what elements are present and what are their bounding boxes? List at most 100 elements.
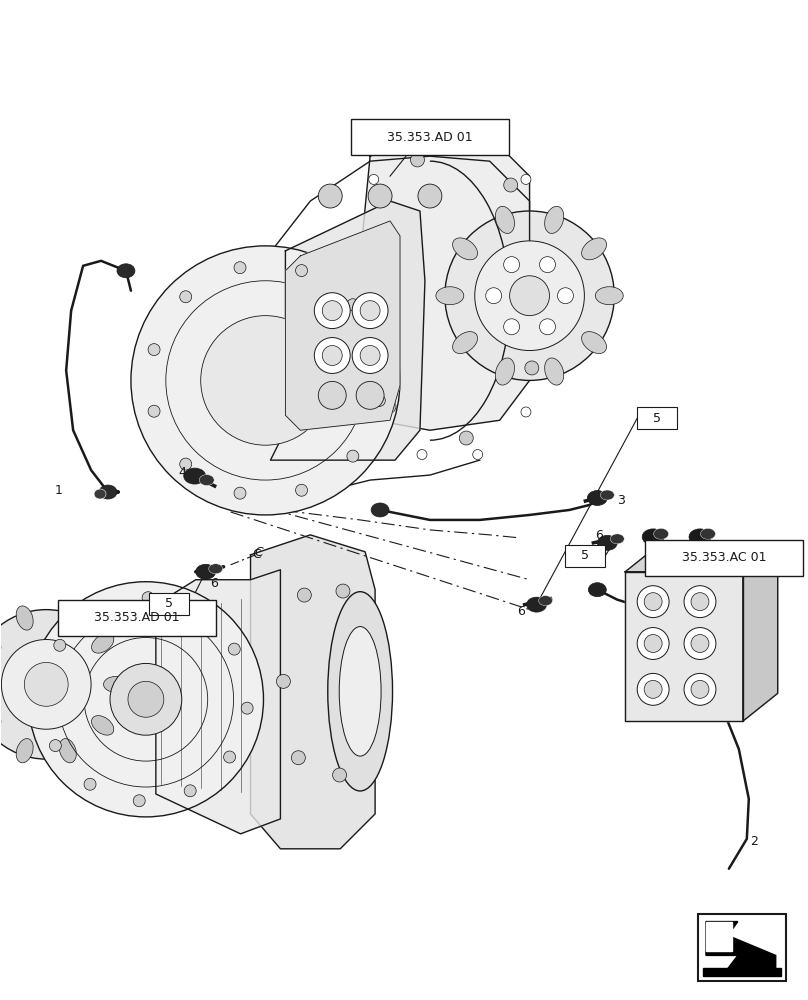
Circle shape bbox=[341, 248, 351, 258]
Ellipse shape bbox=[328, 592, 393, 791]
Circle shape bbox=[333, 768, 347, 782]
Ellipse shape bbox=[94, 489, 106, 499]
Circle shape bbox=[184, 785, 196, 797]
Text: C: C bbox=[252, 548, 261, 561]
Text: 35.353.AD 01: 35.353.AD 01 bbox=[387, 131, 473, 144]
Circle shape bbox=[445, 211, 614, 380]
Circle shape bbox=[684, 628, 716, 659]
Polygon shape bbox=[250, 535, 375, 849]
Circle shape bbox=[475, 241, 584, 351]
Circle shape bbox=[318, 184, 343, 208]
Circle shape bbox=[352, 338, 388, 373]
Circle shape bbox=[503, 178, 518, 192]
Bar bbox=[698, 914, 785, 981]
Polygon shape bbox=[156, 570, 280, 834]
Ellipse shape bbox=[545, 358, 564, 385]
Circle shape bbox=[638, 628, 669, 659]
Circle shape bbox=[540, 257, 555, 273]
Circle shape bbox=[382, 399, 396, 413]
Polygon shape bbox=[625, 572, 743, 721]
Circle shape bbox=[296, 484, 308, 496]
Bar bbox=[638, 407, 677, 429]
Ellipse shape bbox=[452, 238, 478, 260]
Circle shape bbox=[691, 593, 709, 611]
Circle shape bbox=[368, 184, 392, 208]
Circle shape bbox=[49, 740, 61, 752]
Ellipse shape bbox=[59, 606, 76, 630]
Polygon shape bbox=[743, 544, 778, 721]
Ellipse shape bbox=[597, 535, 617, 550]
Ellipse shape bbox=[339, 627, 381, 756]
Circle shape bbox=[91, 604, 103, 616]
Circle shape bbox=[417, 132, 427, 142]
Circle shape bbox=[521, 407, 531, 417]
Ellipse shape bbox=[99, 485, 117, 499]
Circle shape bbox=[2, 640, 91, 729]
Circle shape bbox=[234, 487, 246, 499]
Circle shape bbox=[128, 681, 164, 717]
Text: 35.353.AC 01: 35.353.AC 01 bbox=[682, 551, 766, 564]
Circle shape bbox=[473, 450, 482, 460]
Ellipse shape bbox=[452, 332, 478, 354]
Bar bbox=[149, 593, 189, 615]
Text: 4: 4 bbox=[179, 466, 187, 479]
Text: 5: 5 bbox=[653, 412, 661, 425]
Circle shape bbox=[38, 689, 50, 701]
Circle shape bbox=[410, 153, 424, 167]
Ellipse shape bbox=[495, 358, 515, 385]
Circle shape bbox=[549, 333, 559, 343]
Circle shape bbox=[28, 582, 263, 817]
Ellipse shape bbox=[200, 475, 214, 486]
Circle shape bbox=[54, 639, 65, 651]
Circle shape bbox=[525, 361, 539, 375]
Circle shape bbox=[360, 346, 380, 365]
Ellipse shape bbox=[582, 332, 607, 354]
Polygon shape bbox=[356, 136, 529, 430]
Circle shape bbox=[368, 407, 379, 417]
Circle shape bbox=[352, 293, 388, 329]
Circle shape bbox=[558, 288, 574, 304]
Circle shape bbox=[314, 293, 350, 329]
Ellipse shape bbox=[654, 528, 668, 539]
Circle shape bbox=[417, 450, 427, 460]
Circle shape bbox=[549, 248, 559, 258]
Ellipse shape bbox=[59, 739, 76, 763]
Circle shape bbox=[110, 663, 182, 735]
Circle shape bbox=[133, 795, 145, 807]
Circle shape bbox=[503, 319, 520, 335]
Circle shape bbox=[510, 276, 549, 316]
Circle shape bbox=[644, 593, 662, 611]
Circle shape bbox=[234, 262, 246, 274]
Ellipse shape bbox=[582, 238, 607, 260]
Text: 3: 3 bbox=[617, 493, 625, 506]
Bar bbox=[645, 540, 802, 576]
Ellipse shape bbox=[595, 287, 623, 305]
Ellipse shape bbox=[16, 739, 33, 763]
Polygon shape bbox=[271, 201, 425, 460]
Circle shape bbox=[473, 132, 482, 142]
Polygon shape bbox=[706, 922, 732, 951]
Ellipse shape bbox=[196, 564, 216, 579]
Ellipse shape bbox=[0, 716, 1, 735]
Text: C: C bbox=[255, 546, 263, 559]
Text: 2: 2 bbox=[750, 835, 758, 848]
Circle shape bbox=[322, 301, 343, 321]
Circle shape bbox=[638, 673, 669, 705]
Circle shape bbox=[360, 301, 380, 321]
Circle shape bbox=[373, 395, 385, 406]
Circle shape bbox=[373, 354, 385, 366]
Circle shape bbox=[241, 702, 253, 714]
Circle shape bbox=[148, 405, 160, 417]
Circle shape bbox=[0, 610, 121, 759]
Circle shape bbox=[644, 635, 662, 652]
Ellipse shape bbox=[371, 503, 389, 517]
Circle shape bbox=[179, 458, 191, 470]
Text: 6: 6 bbox=[595, 529, 604, 542]
Ellipse shape bbox=[587, 491, 608, 505]
Circle shape bbox=[503, 257, 520, 273]
Circle shape bbox=[296, 265, 308, 277]
Circle shape bbox=[131, 246, 400, 515]
Circle shape bbox=[229, 643, 240, 655]
Circle shape bbox=[459, 431, 473, 445]
Circle shape bbox=[179, 291, 191, 303]
